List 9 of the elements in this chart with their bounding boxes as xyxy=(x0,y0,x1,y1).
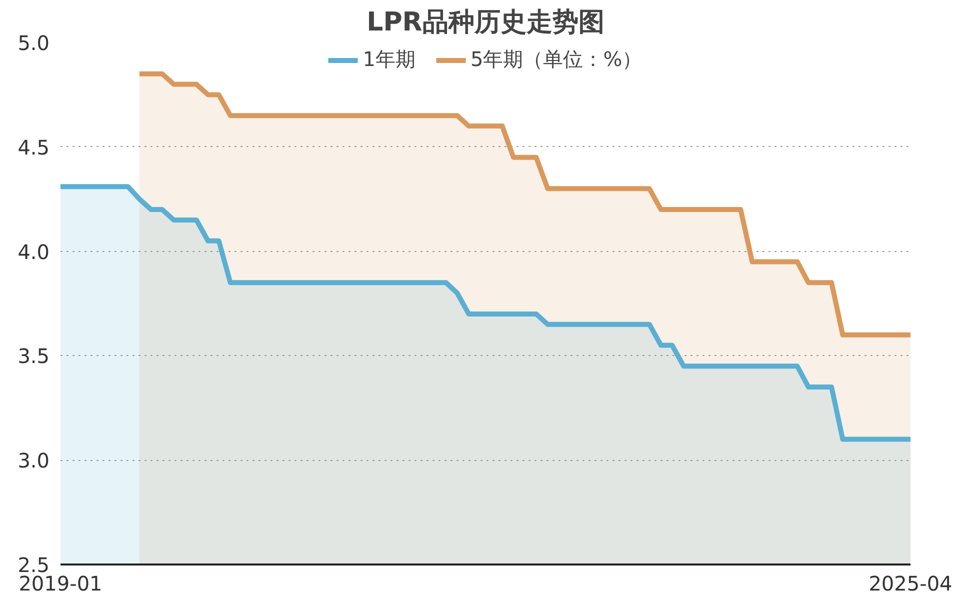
legend-label: 5年期（单位：%） xyxy=(470,46,642,73)
y-tick-label: 4.0 xyxy=(18,240,50,264)
y-tick-label: 3.0 xyxy=(18,448,50,473)
x-tick-label: 2025-04 xyxy=(868,572,952,596)
y-tick-label: 3.5 xyxy=(18,344,50,368)
y-tick-label: 4.5 xyxy=(18,135,50,160)
chart-title: LPR品种历史走势图 xyxy=(366,8,604,38)
y-tick-label: 5.0 xyxy=(18,31,50,55)
legend-label: 1年期 xyxy=(362,46,416,73)
